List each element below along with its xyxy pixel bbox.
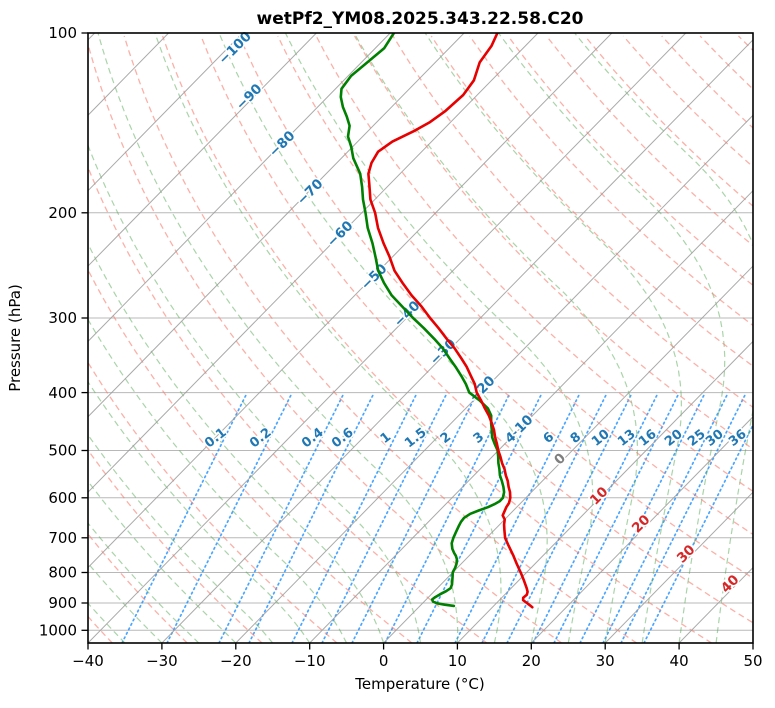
x-tick-labels: −40 −30 −20 −10 0 10 20 30 40 50 xyxy=(72,643,763,670)
chart-title: wetPf2_YM08.2025.343.22.58.C20 xyxy=(257,9,584,29)
isotherm-label: 0 xyxy=(551,450,569,468)
x-tick-label: −10 xyxy=(294,652,326,670)
plot-area: −100−90−80−70−60−50−40−30−20−10010203040… xyxy=(39,24,763,670)
x-tick-label: 30 xyxy=(596,652,615,670)
plot-frame xyxy=(87,32,754,644)
y-tick-label: 1000 xyxy=(39,622,77,640)
isotherms xyxy=(88,33,753,643)
mixing-ratio-label: 36 xyxy=(726,427,749,450)
x-tick-label: −40 xyxy=(72,652,104,670)
x-tick-label: −30 xyxy=(146,652,178,670)
dry-adiabats xyxy=(88,35,753,643)
mixing-ratio-label: 0.2 xyxy=(247,425,274,451)
y-tick-label: 300 xyxy=(48,309,77,327)
pressure-gridlines xyxy=(88,32,753,631)
mixing-ratio-label: 30 xyxy=(703,427,726,450)
x-tick-label: 50 xyxy=(743,652,762,670)
x-tick-label: 10 xyxy=(448,652,467,670)
y-tick-label: 700 xyxy=(48,529,77,547)
moist-adiabats xyxy=(88,33,753,643)
x-tick-label: 20 xyxy=(522,652,541,670)
mixing-ratio-label: 1.5 xyxy=(402,425,429,451)
y-tick-label: 600 xyxy=(48,489,77,507)
mixing-ratio-label: 13 xyxy=(615,427,638,450)
mixing-ratio-label: 0.6 xyxy=(329,425,356,451)
isotherm-label: −90 xyxy=(233,81,266,114)
isotherm-label: −50 xyxy=(358,261,391,294)
mixing-ratio-label: 16 xyxy=(636,427,659,450)
y-tick-label: 200 xyxy=(48,204,77,222)
x-tick-label: 40 xyxy=(670,652,689,670)
y-tick-label: 500 xyxy=(48,442,77,460)
isotherm-label: −70 xyxy=(294,176,327,209)
x-tick-label: 0 xyxy=(379,652,389,670)
y-tick-label: 900 xyxy=(48,594,77,612)
x-axis-label: Temperature (°C) xyxy=(354,675,484,693)
y-tick-label: 400 xyxy=(48,384,77,402)
dewpoint-curve xyxy=(339,33,506,608)
isotherm-label: 10 xyxy=(587,484,612,509)
temperature-curve xyxy=(367,33,534,609)
isotherm-label: 20 xyxy=(629,512,654,537)
isotherm-label: −100 xyxy=(216,29,255,68)
isotherm-label: 30 xyxy=(674,542,699,567)
y-tick-label: 100 xyxy=(48,24,77,42)
y-axis-label: Pressure (hPa) xyxy=(6,284,24,392)
y-tick-labels: 100 200 300 400 500 600 700 800 900 1000 xyxy=(39,24,88,640)
mixing-ratio-label: 0.4 xyxy=(299,425,326,451)
mixing-ratio-lines xyxy=(121,391,753,643)
isotherm-label: 40 xyxy=(718,572,743,597)
y-tick-label: 800 xyxy=(48,564,77,582)
x-tick-label: −20 xyxy=(220,652,252,670)
